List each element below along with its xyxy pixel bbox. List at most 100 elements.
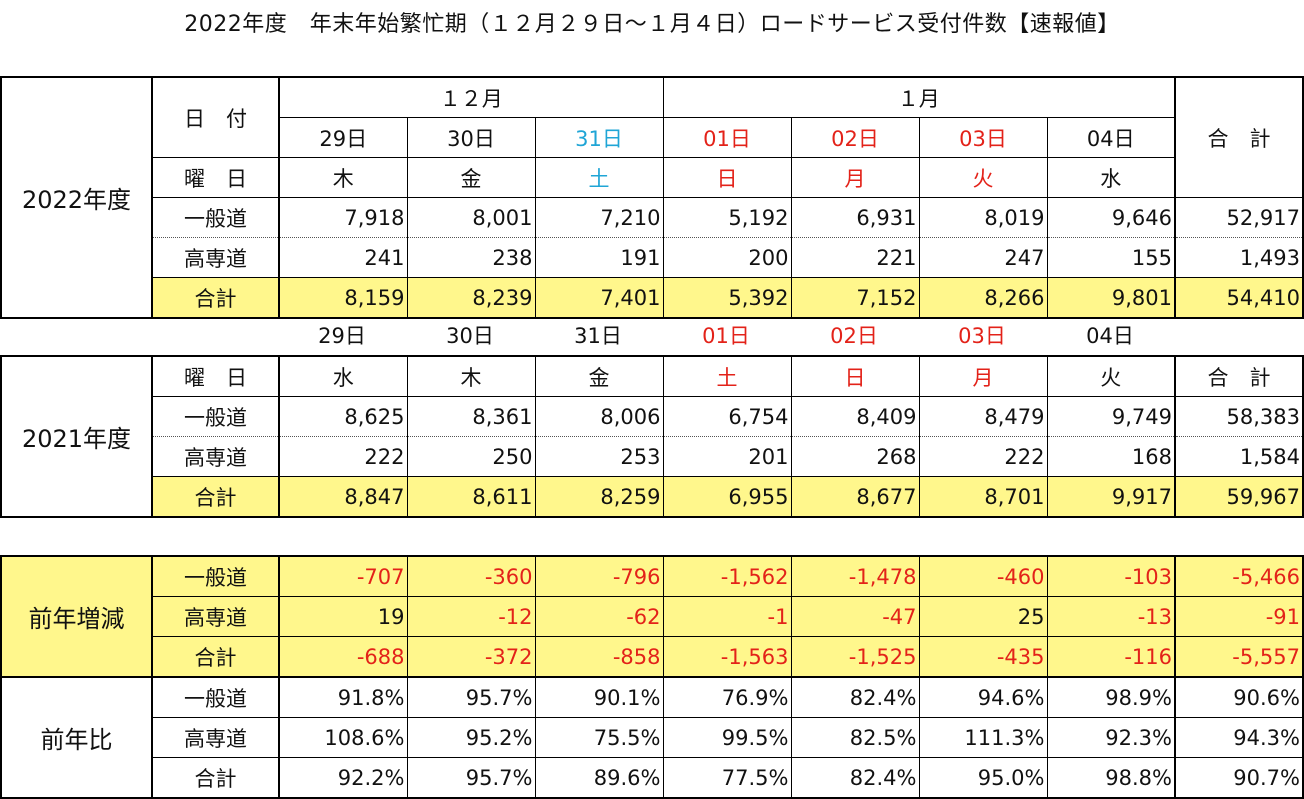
value-cell: -116	[1046, 636, 1176, 677]
value-cell: 8,479	[918, 396, 1048, 437]
value-cell: -460	[918, 556, 1048, 597]
value-cell: 155	[1046, 237, 1176, 278]
value-cell: 201	[662, 436, 792, 477]
value-cell: 95.0%	[918, 757, 1048, 798]
value-cell: 6,955	[662, 476, 792, 517]
value-cell: 76.9%	[662, 676, 792, 718]
total-cell: -5,466	[1174, 556, 1304, 597]
fy2022-label: 2022年度	[0, 77, 153, 318]
dow-cell: 日	[790, 356, 920, 397]
dow-cell: 水	[1046, 157, 1176, 198]
date-cell: 02日	[790, 117, 920, 158]
value-cell: 8,001	[406, 197, 536, 238]
value-cell: 5,192	[662, 197, 792, 238]
total-cell: 1,493	[1174, 237, 1304, 278]
fy2022-table: 2022年度 日 付 １２月 １月 合 計 29日 30日 31日 01日 02…	[0, 76, 1304, 319]
value-cell: 7,401	[534, 277, 664, 318]
dow-header: 曜 日	[151, 356, 280, 397]
value-cell: 98.9%	[1046, 676, 1176, 718]
total-cell: 90.6%	[1174, 676, 1304, 718]
row-label-highway: 高専道	[151, 237, 280, 278]
dow-cell: 土	[534, 157, 664, 198]
value-cell: 9,749	[1046, 396, 1176, 437]
value-cell: 6,754	[662, 396, 792, 437]
dow-cell: 火	[1046, 356, 1176, 397]
value-cell: 8,409	[790, 396, 920, 437]
date-header: 日 付	[151, 77, 280, 158]
value-cell: -12	[406, 596, 536, 637]
value-cell: -62	[534, 596, 664, 637]
value-cell: -103	[1046, 556, 1176, 597]
value-cell: 8,701	[918, 476, 1048, 517]
date-cell: 30日	[446, 323, 494, 348]
dow-cell: 火	[918, 157, 1048, 198]
date-cell: 02日	[830, 323, 878, 348]
value-cell: 222	[918, 436, 1048, 477]
value-cell: 200	[662, 237, 792, 278]
ratio-label: 前年比	[0, 676, 153, 798]
date-cell: 01日	[702, 323, 750, 348]
value-cell: 94.6%	[918, 676, 1048, 718]
value-cell: 95.2%	[406, 717, 536, 758]
dow-cell: 金	[406, 157, 536, 198]
value-cell: 98.8%	[1046, 757, 1176, 798]
value-cell: 77.5%	[662, 757, 792, 798]
row-label-highway: 高専道	[151, 436, 280, 477]
total-cell: 1,584	[1174, 436, 1304, 477]
value-cell: 9,801	[1046, 277, 1176, 318]
value-cell: 111.3%	[918, 717, 1048, 758]
value-cell: 82.5%	[790, 717, 920, 758]
value-cell: 5,392	[662, 277, 792, 318]
dow-header: 曜 日	[151, 157, 280, 198]
value-cell: 250	[406, 436, 536, 477]
date-cell: 01日	[662, 117, 792, 158]
date-cell: 04日	[1046, 117, 1176, 158]
value-cell: -435	[918, 636, 1048, 677]
dow-cell: 土	[662, 356, 792, 397]
value-cell: 25	[918, 596, 1048, 637]
value-cell: 8,677	[790, 476, 920, 517]
value-cell: 241	[278, 237, 408, 278]
value-cell: 95.7%	[406, 757, 536, 798]
value-cell: 268	[790, 436, 920, 477]
dow-cell: 月	[790, 157, 920, 198]
value-cell: 7,918	[278, 197, 408, 238]
date-cell: 29日	[318, 323, 366, 348]
total-column-header: 合 計	[1174, 77, 1304, 198]
comparison-table: 前年増減 一般道 -707 -360 -796 -1,562 -1,478 -4…	[0, 555, 1304, 799]
date-cell: 30日	[406, 117, 536, 158]
total-cell: 54,410	[1174, 277, 1304, 318]
value-cell: 8,259	[534, 476, 664, 517]
row-label-general: 一般道	[151, 197, 280, 238]
fy2021-date-row: 29日 30日 31日 01日 02日 03日 04日	[0, 315, 1302, 354]
date-cell: 29日	[278, 117, 408, 158]
value-cell: 247	[918, 237, 1048, 278]
value-cell: -360	[406, 556, 536, 597]
row-label-total: 合計	[151, 277, 280, 318]
value-cell: 8,159	[278, 277, 408, 318]
fy2021-label: 2021年度	[0, 356, 153, 517]
total-cell: -5,557	[1174, 636, 1304, 677]
row-label-general: 一般道	[151, 676, 280, 718]
value-cell: -707	[278, 556, 408, 597]
value-cell: 9,917	[1046, 476, 1176, 517]
value-cell: 92.2%	[278, 757, 408, 798]
value-cell: 82.4%	[790, 676, 920, 718]
value-cell: 90.1%	[534, 676, 664, 718]
value-cell: 8,019	[918, 197, 1048, 238]
value-cell: 75.5%	[534, 717, 664, 758]
value-cell: -1,478	[790, 556, 920, 597]
fy2021-table: 2021年度 曜 日 水 木 金 土 日 月 火 合 計 一般道 8,625 8…	[0, 355, 1304, 518]
value-cell: 238	[406, 237, 536, 278]
row-label-total: 合計	[151, 757, 280, 798]
dow-cell: 水	[278, 356, 408, 397]
value-cell: 221	[790, 237, 920, 278]
row-label-general: 一般道	[151, 556, 280, 597]
value-cell: -796	[534, 556, 664, 597]
value-cell: 89.6%	[534, 757, 664, 798]
date-cell: 03日	[958, 323, 1006, 348]
value-cell: -688	[278, 636, 408, 677]
value-cell: 95.7%	[406, 676, 536, 718]
dow-cell: 金	[534, 356, 664, 397]
row-label-highway: 高専道	[151, 717, 280, 758]
